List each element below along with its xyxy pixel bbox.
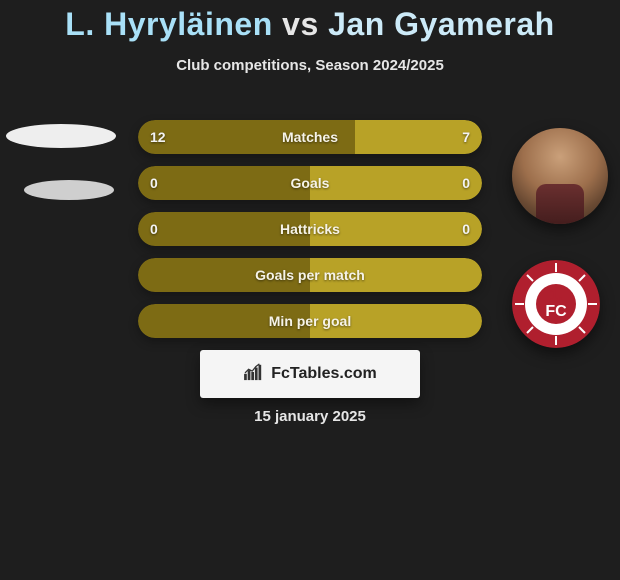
player2-avatar xyxy=(512,128,608,224)
brand-text: FcTables.com xyxy=(271,365,377,383)
stat-value-left: 0 xyxy=(150,212,158,246)
vs-text: vs xyxy=(282,6,319,42)
brand-chart-icon xyxy=(243,363,265,386)
comparison-bars: 127Matches00Goals00HattricksGoals per ma… xyxy=(138,120,482,350)
stat-bar-left xyxy=(138,304,310,338)
stat-value-right: 0 xyxy=(462,166,470,200)
stat-value-left: 0 xyxy=(150,166,158,200)
stat-value-left: 12 xyxy=(150,120,166,154)
badge-text-top: 1. xyxy=(549,287,562,304)
player2-name: Jan Gyamerah xyxy=(328,6,555,42)
stat-bar-right xyxy=(310,258,482,292)
date-text: 15 january 2025 xyxy=(0,408,620,425)
stat-bar-left xyxy=(138,258,310,292)
stat-bar-left xyxy=(138,120,355,154)
subtitle: Club competitions, Season 2024/2025 xyxy=(0,57,620,74)
stat-row: 127Matches xyxy=(138,120,482,154)
stat-bar-left xyxy=(138,212,310,246)
player1-avatar-placeholder xyxy=(6,124,116,148)
stat-bar-right xyxy=(310,212,482,246)
stat-row: Min per goal xyxy=(138,304,482,338)
player1-avatar-placeholder-shadow xyxy=(24,180,114,200)
stat-bar-right xyxy=(310,166,482,200)
stat-row: 00Goals xyxy=(138,166,482,200)
stat-bar-right xyxy=(310,304,482,338)
page-title: L. Hyryläinen vs Jan Gyamerah xyxy=(0,0,620,43)
stat-row: 00Hattricks xyxy=(138,212,482,246)
badge-text-bottom: FC xyxy=(545,303,567,320)
player1-name: L. Hyryläinen xyxy=(65,6,272,42)
stat-value-right: 7 xyxy=(462,120,470,154)
stat-row: Goals per match xyxy=(138,258,482,292)
brand-badge: FcTables.com xyxy=(200,350,420,398)
stat-bar-left xyxy=(138,166,310,200)
stat-value-right: 0 xyxy=(462,212,470,246)
club-badge: 1. FC xyxy=(512,260,600,348)
